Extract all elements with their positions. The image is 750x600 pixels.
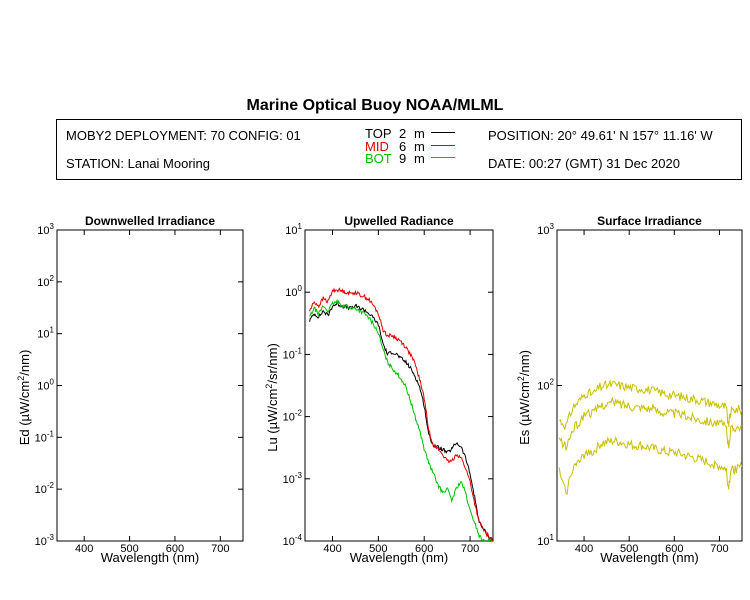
plot-frame [304,229,494,542]
plot-frame [56,229,244,542]
y-axis-label: Es (µW/cm2/nm) [516,350,532,445]
plot-frame [556,229,743,542]
x-tick-label: 400 [75,543,93,555]
upwelled-radiance-chart: Upwelled Radiance 10-4 10-3 10-2 10-1 100 101 4… [264,214,494,565]
y-tick-label: 100 [285,284,302,299]
y-tick-label: 101 [537,533,554,548]
chart-title: Surface Irradiance [597,214,702,228]
y-tick-label: 10-3 [283,471,303,486]
x-tick-label: 700 [710,543,728,555]
x-tick-label: 600 [665,543,683,555]
series-line [309,302,493,541]
legend-mid-line [431,145,455,146]
y-axis-label: Lu (µW/cm2/sr/nm) [264,343,280,452]
main-title: Marine Optical Buoy NOAA/MLML [246,97,504,114]
series-line [559,379,742,431]
chart-title: Upwelled Radiance [344,214,454,228]
x-tick-label: 500 [369,543,387,555]
position-text: POSITION: 20° 49.61' N 157° 11.16' W [488,128,713,143]
y-tick-label: 10-1 [283,346,303,361]
header-box: MOBY2 DEPLOYMENT: 70 CONFIG: 01 STATION:… [56,119,742,180]
x-axis-label: Wavelength (nm) [350,550,449,565]
x-tick-label: 600 [166,543,184,555]
x-tick-label: 500 [120,543,138,555]
surface-irradiance-chart: Surface Irradiance 101 102 103 400 500 600 700 W… [516,214,743,565]
x-tick-label: 500 [620,543,638,555]
legend-bot-unit: m [414,151,425,166]
x-tick-label: 700 [461,543,479,555]
chart-title: Downwelled Irradiance [85,214,215,228]
y-tick-label: 101 [285,222,302,237]
legend-mid-depth: 6 [399,139,407,154]
y-tick-label: 102 [37,274,54,289]
legend-bot-line [431,157,455,158]
y-tick-label: 10-1 [35,429,55,444]
y-tick-label: 100 [37,378,54,393]
legend-top-depth: 2 [399,126,407,141]
date-text: DATE: 00:27 (GMT) 31 Dec 2020 [488,156,680,171]
x-tick-label: 400 [323,543,341,555]
x-axis-label: Wavelength (nm) [600,550,699,565]
station-text: STATION: Lanai Mooring [66,156,211,171]
y-tick-label: 101 [37,326,54,341]
series-line [309,298,493,541]
series-line [558,435,742,495]
legend-mid-unit: m [414,139,425,154]
series-line [309,287,493,541]
legend-bot-depth: 9 [399,151,407,166]
legend-top-name: TOP [365,126,392,141]
x-tick-label: 600 [415,543,433,555]
y-tick-label: 102 [537,378,554,393]
legend-top-line [431,132,455,133]
y-tick-label: 10-4 [283,533,303,548]
legend-mid-name: MID [365,139,389,154]
series-line [558,396,742,451]
x-axis-label: Wavelength (nm) [101,550,200,565]
y-tick-label: 10-2 [283,409,303,424]
y-tick-label: 103 [537,222,554,237]
x-tick-label: 700 [211,543,229,555]
downwelled-irradiance-chart: Downwelled Irradiance 10-3 10-2 10-1 100 101 1… [16,214,244,565]
y-tick-label: 103 [37,222,54,237]
legend-bot-name: BOT [365,151,392,166]
deployment-text: MOBY2 DEPLOYMENT: 70 CONFIG: 01 [66,128,301,143]
y-tick-label: 10-3 [35,533,55,548]
y-axis-label: Ed (µW/cm2/nm) [16,350,32,446]
legend-top-unit: m [414,126,425,141]
x-tick-label: 400 [575,543,593,555]
y-tick-label: 10-2 [35,481,55,496]
